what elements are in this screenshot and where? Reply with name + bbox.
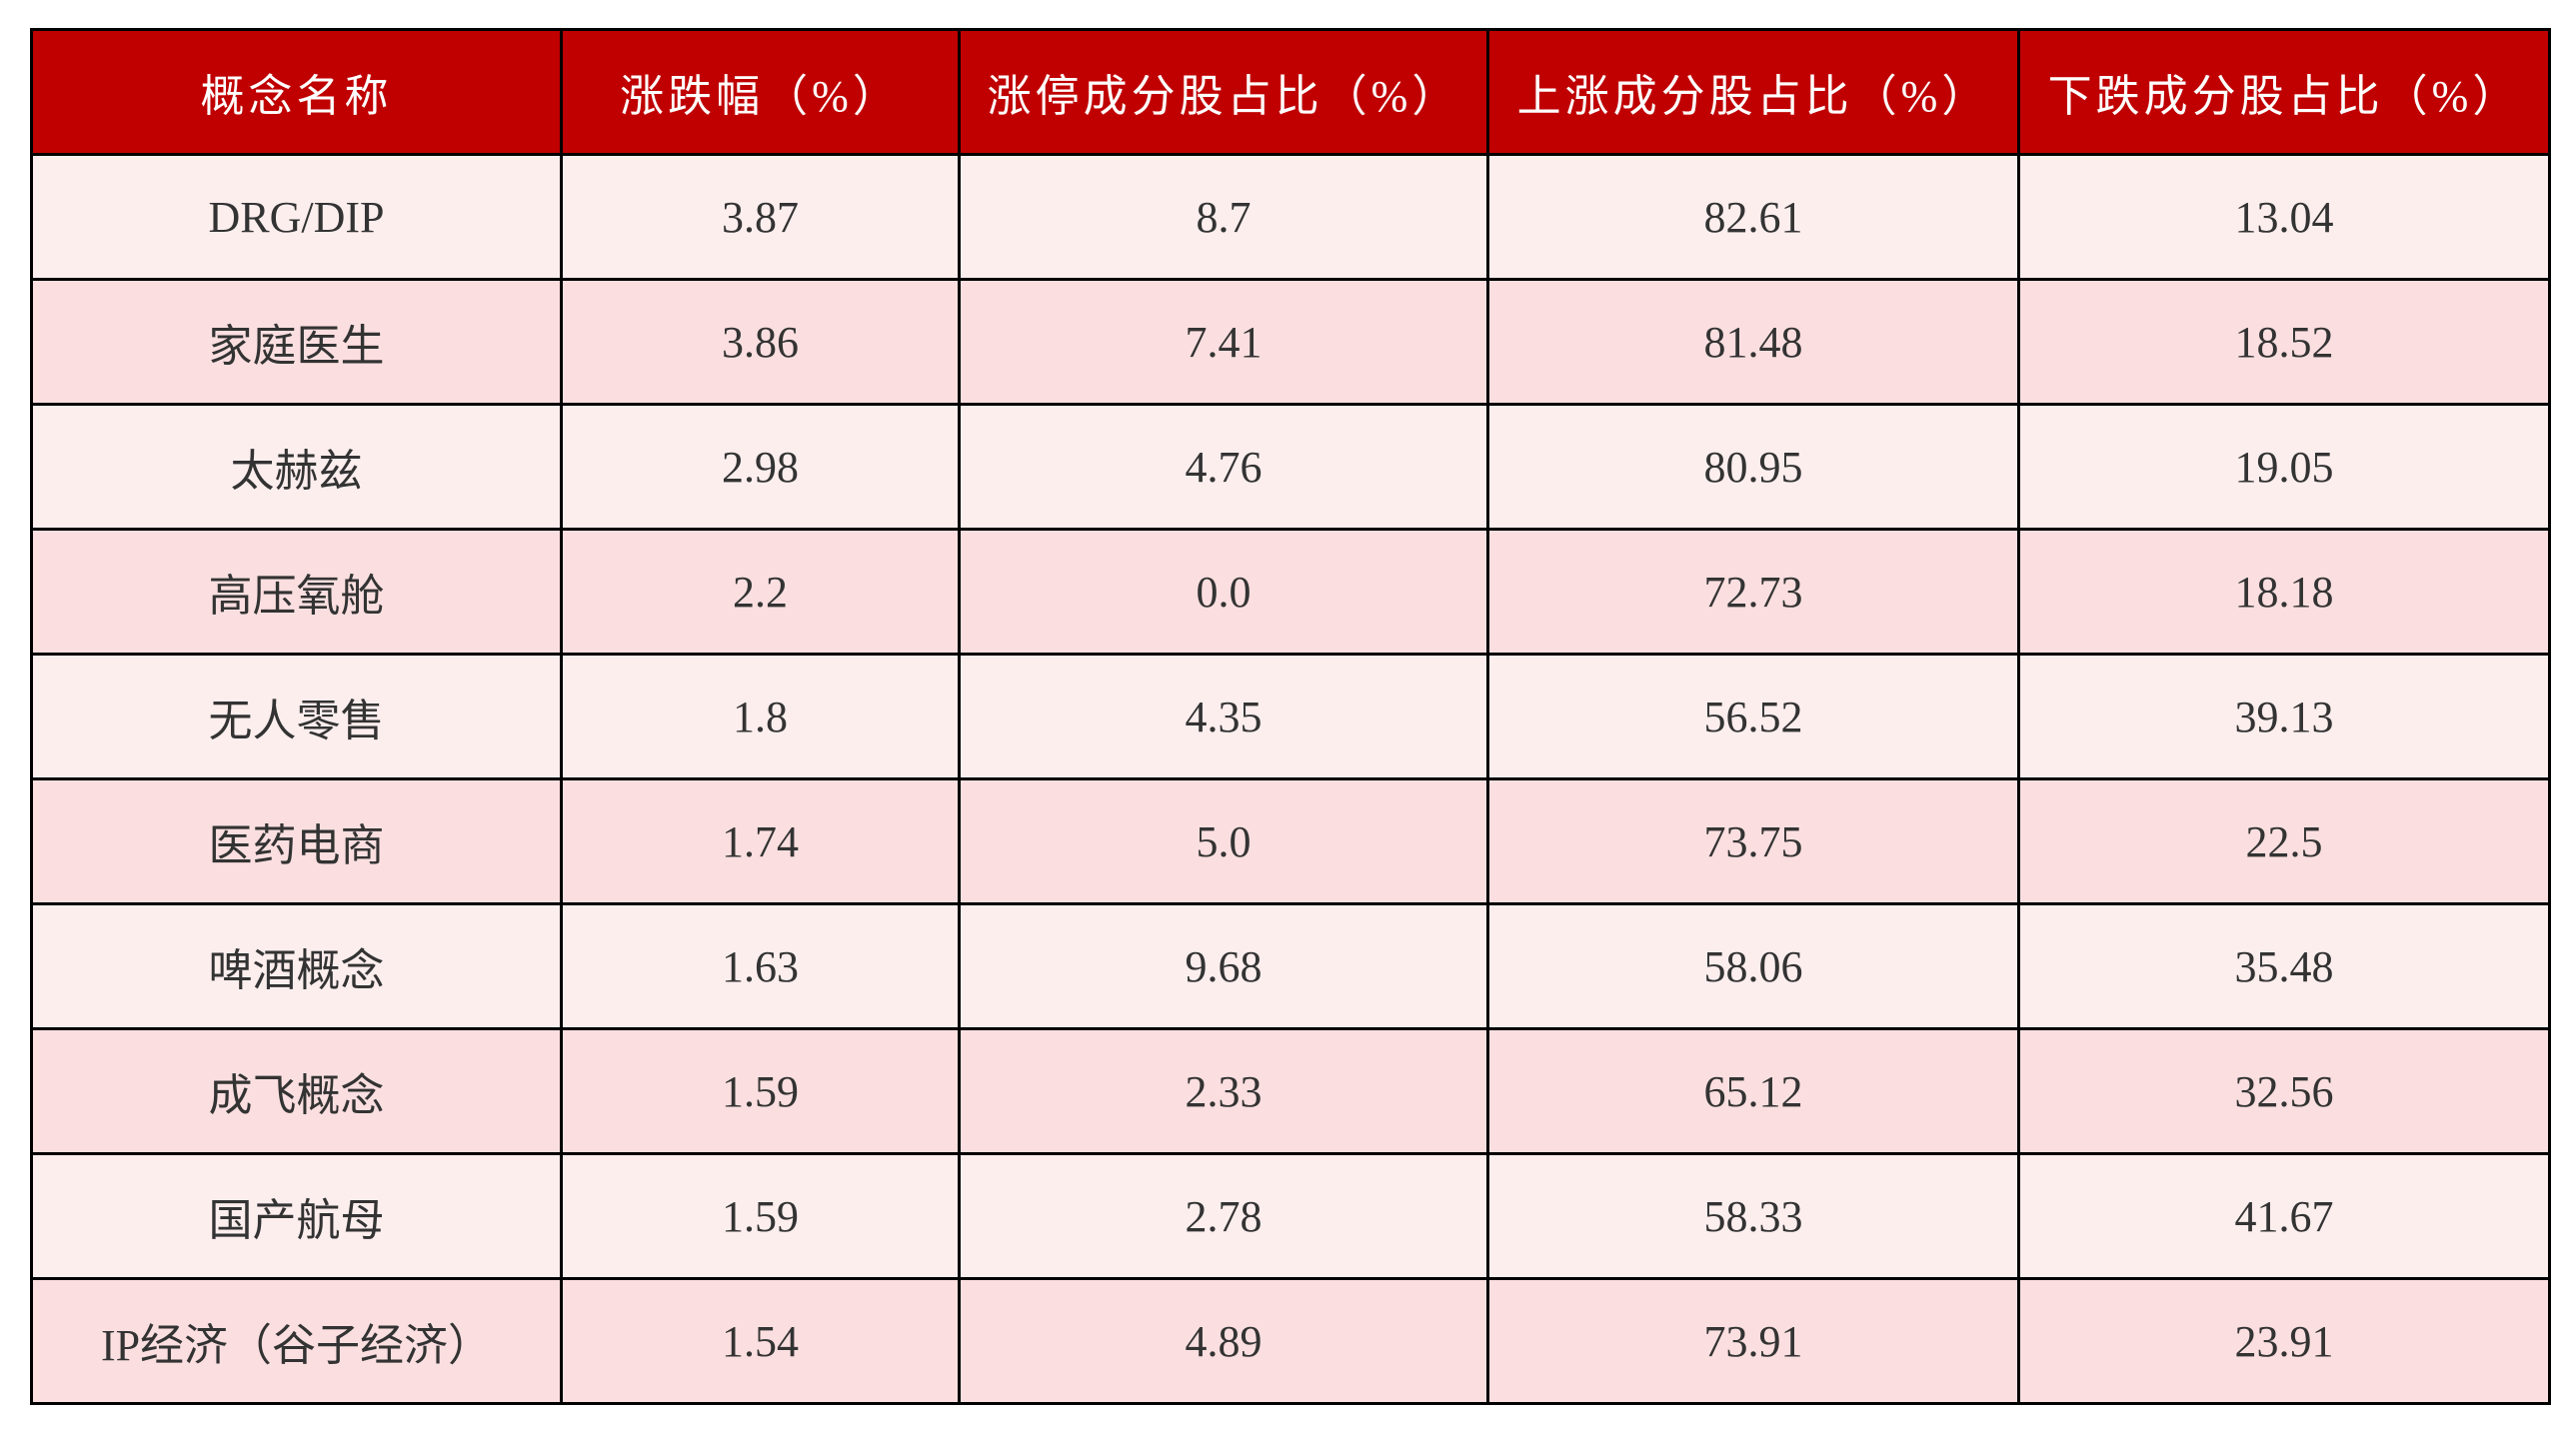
table-cell: 39.13 <box>2017 653 2551 780</box>
table-cell: 1.54 <box>560 1277 961 1405</box>
table-row: 成飞概念 1.59 2.33 65.12 32.56 <box>30 1027 2551 1155</box>
table-cell: 18.52 <box>2017 278 2551 406</box>
table-cell: 9.68 <box>958 902 1489 1030</box>
table-cell: 18.18 <box>2017 528 2551 656</box>
header-row: 概念名称 涨跌幅（%） 涨停成分股占比（%） 上涨成分股占比（%） 下跌成分股占比（%） <box>30 28 2551 156</box>
table-cell: 2.2 <box>560 528 961 656</box>
table-row: DRG/DIP 3.87 8.7 82.61 13.04 <box>30 153 2551 281</box>
table-cell: 2.98 <box>560 403 961 531</box>
table-cell: 82.61 <box>1486 153 2020 281</box>
table-row: IP经济（谷子经济） 1.54 4.89 73.91 23.91 <box>30 1277 2551 1405</box>
table-cell: 国产航母 <box>30 1152 563 1280</box>
table-cell: IP经济（谷子经济） <box>30 1277 563 1405</box>
table-cell: 5.0 <box>958 777 1489 905</box>
table-cell: 医药电商 <box>30 777 563 905</box>
table-row: 国产航母 1.59 2.78 58.33 41.67 <box>30 1152 2551 1280</box>
table-cell: 80.95 <box>1486 403 2020 531</box>
table-cell: 13.04 <box>2017 153 2551 281</box>
table-row: 家庭医生 3.86 7.41 81.48 18.52 <box>30 278 2551 406</box>
header-cell: 概念名称 <box>30 28 563 156</box>
table-cell: 1.74 <box>560 777 961 905</box>
table-cell: 72.73 <box>1486 528 2020 656</box>
table-container: 概念名称 涨跌幅（%） 涨停成分股占比（%） 上涨成分股占比（%） 下跌成分股占比（%）… <box>30 28 2551 1405</box>
header-cell: 下跌成分股占比（%） <box>2017 28 2551 156</box>
table-cell: 8.7 <box>958 153 1489 281</box>
table-cell: 无人零售 <box>30 653 563 780</box>
table-body: DRG/DIP 3.87 8.7 82.61 13.04 家庭医生 3.86 7.41 81.4… <box>30 153 2551 1405</box>
table-cell: 0.0 <box>958 528 1489 656</box>
table-cell: 73.75 <box>1486 777 2020 905</box>
table-cell: 81.48 <box>1486 278 2020 406</box>
table-cell: 58.06 <box>1486 902 2020 1030</box>
table-cell: 56.52 <box>1486 653 2020 780</box>
table-cell: 23.91 <box>2017 1277 2551 1405</box>
table-cell: 3.86 <box>560 278 961 406</box>
header-cell: 涨停成分股占比（%） <box>958 28 1489 156</box>
table-cell: 2.33 <box>958 1027 1489 1155</box>
table-cell: 35.48 <box>2017 902 2551 1030</box>
table-row: 太赫兹 2.98 4.76 80.95 19.05 <box>30 403 2551 531</box>
table-cell: 家庭医生 <box>30 278 563 406</box>
table-header: 概念名称 涨跌幅（%） 涨停成分股占比（%） 上涨成分股占比（%） 下跌成分股占比（%） <box>30 28 2551 156</box>
table-cell: 32.56 <box>2017 1027 2551 1155</box>
table-cell: 19.05 <box>2017 403 2551 531</box>
table-row: 啤酒概念 1.63 9.68 58.06 35.48 <box>30 902 2551 1030</box>
table-cell: 1.8 <box>560 653 961 780</box>
table-cell: 58.33 <box>1486 1152 2020 1280</box>
table-cell: 1.59 <box>560 1027 961 1155</box>
table-cell: 2.78 <box>958 1152 1489 1280</box>
table-cell: DRG/DIP <box>30 153 563 281</box>
table-row: 医药电商 1.74 5.0 73.75 22.5 <box>30 777 2551 905</box>
table-cell: 41.67 <box>2017 1152 2551 1280</box>
header-cell: 上涨成分股占比（%） <box>1486 28 2020 156</box>
table-cell: 7.41 <box>958 278 1489 406</box>
table-cell: 65.12 <box>1486 1027 2020 1155</box>
table-row: 高压氧舱 2.2 0.0 72.73 18.18 <box>30 528 2551 656</box>
table-row: 无人零售 1.8 4.35 56.52 39.13 <box>30 653 2551 780</box>
table-cell: 4.76 <box>958 403 1489 531</box>
data-table: 概念名称 涨跌幅（%） 涨停成分股占比（%） 上涨成分股占比（%） 下跌成分股占比（%）… <box>30 28 2551 1405</box>
table-cell: 成飞概念 <box>30 1027 563 1155</box>
table-cell: 22.5 <box>2017 777 2551 905</box>
table-cell: 4.35 <box>958 653 1489 780</box>
table-cell: 啤酒概念 <box>30 902 563 1030</box>
table-cell: 4.89 <box>958 1277 1489 1405</box>
table-cell: 73.91 <box>1486 1277 2020 1405</box>
table-cell: 1.59 <box>560 1152 961 1280</box>
table-cell: 高压氧舱 <box>30 528 563 656</box>
table-cell: 太赫兹 <box>30 403 563 531</box>
table-cell: 3.87 <box>560 153 961 281</box>
table-cell: 1.63 <box>560 902 961 1030</box>
header-cell: 涨跌幅（%） <box>560 28 961 156</box>
